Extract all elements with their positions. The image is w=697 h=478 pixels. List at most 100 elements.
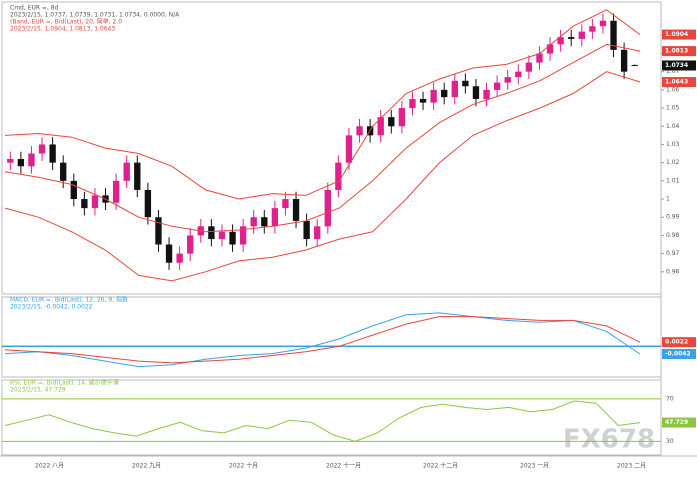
y-tick-label: 0.97: [666, 250, 680, 257]
value-box-label: 47.729: [665, 419, 688, 426]
x-tick-label: 2023 二月: [617, 463, 646, 470]
candle-body: [546, 44, 554, 54]
candle-body: [261, 217, 268, 227]
bollinger-band: [4, 9, 641, 200]
candle-body: [303, 220, 310, 240]
candle-body: [568, 37, 575, 39]
candle-body: [345, 135, 353, 163]
value-box-label: 1.0734: [665, 62, 688, 69]
candle-body: [91, 195, 99, 209]
candle-body: [134, 162, 141, 190]
candle-body: [504, 77, 511, 83]
y-tick-label: 1.03: [666, 141, 680, 148]
value-box-label: 1.0813: [665, 48, 688, 55]
value-box: [662, 77, 696, 88]
panel-header: Cmd, EUR =, 8d: [10, 5, 59, 12]
candle-body: [462, 80, 469, 87]
candle-body: [112, 180, 120, 203]
value-box-label: 0.0022: [665, 339, 688, 346]
candle-body: [239, 226, 247, 245]
level-label: 30: [666, 438, 674, 445]
candle-body: [49, 144, 56, 163]
value-box: [662, 337, 696, 348]
bollinger-band: [4, 43, 641, 233]
panel-header: (Band, EUR =, Bid(Last), 20, 简单, 2.0: [10, 18, 122, 26]
candle-body: [165, 244, 173, 263]
y-tick-label: 0.99: [666, 214, 680, 221]
y-tick-label: 0.98: [666, 232, 680, 239]
candle-body: [398, 108, 406, 127]
candle-body: [81, 199, 88, 209]
candle-body: [314, 226, 321, 240]
x-tick-label: 2022 八月: [35, 463, 64, 470]
candle-body: [451, 80, 458, 98]
candle-body: [409, 98, 416, 109]
panel-header: 2023/2/15, -0.0042, 0.0022: [10, 304, 93, 311]
candle-body: [493, 82, 501, 90]
value-box: [662, 60, 696, 71]
panel-header: MACD, EUR =, Bid(Last), 12, 26, 9, 指数: [10, 296, 128, 304]
candle-body: [388, 117, 395, 127]
y-tick-label: 1.07: [666, 68, 680, 75]
indicator-line: [4, 312, 641, 368]
candle-body: [483, 89, 490, 99]
candle-body: [525, 62, 533, 72]
y-tick-label: 1.02: [666, 159, 680, 166]
candle-body: [187, 235, 194, 254]
value-box: [662, 349, 696, 360]
value-box: [662, 29, 696, 40]
candle-body: [229, 231, 236, 245]
x-tick-label: 2022 十一月: [326, 462, 361, 470]
panel-header: 2023/2/15, 1.0904, 1.0813, 1.0643: [10, 26, 115, 33]
candle-body: [578, 31, 585, 39]
y-tick-label: 1: [666, 196, 670, 203]
candle-body: [610, 20, 617, 50]
x-tick-label: 2022 十月: [229, 462, 258, 470]
candle-body: [419, 98, 427, 103]
candle-body: [7, 159, 14, 163]
y-tick-label: 1.06: [666, 86, 680, 93]
candle-body: [430, 89, 437, 103]
candle-body: [441, 89, 448, 98]
candle-body: [599, 20, 607, 27]
level-label: 70: [666, 395, 674, 402]
value-box: [662, 46, 696, 57]
value-box: [662, 417, 696, 428]
candle-body: [60, 162, 67, 181]
candle-body: [144, 189, 152, 218]
candle-body: [123, 162, 130, 181]
candle-body: [515, 71, 522, 78]
candle-body: [631, 64, 638, 66]
candle-body: [250, 217, 257, 227]
candle-body: [536, 53, 543, 63]
x-tick-label: 2023 一月: [520, 463, 549, 470]
x-tick-label: 2022 十二月: [423, 462, 458, 470]
candle-body: [472, 86, 480, 99]
candle-body: [28, 153, 35, 167]
candle-body: [271, 208, 279, 227]
indicator-line: [4, 400, 641, 442]
y-tick-label: 1.04: [666, 123, 680, 130]
value-box-label: 1.0643: [665, 79, 688, 86]
candle-body: [292, 199, 300, 221]
candle-body: [557, 37, 564, 45]
candle-body: [176, 253, 183, 263]
candle-body: [218, 231, 226, 240]
candle-body: [324, 189, 331, 227]
candle-body: [208, 226, 215, 240]
candle-body: [70, 180, 77, 200]
candle-body: [377, 117, 384, 136]
candle-body: [589, 26, 596, 32]
value-box-label: 1.0904: [665, 31, 688, 38]
y-tick-label: 1.05: [666, 105, 680, 112]
candle-body: [17, 159, 25, 167]
watermark: FX678: [563, 425, 655, 455]
candle-body: [335, 162, 342, 190]
panel-header: RSI, EUR =, Bid(Last), 14, 威尔德平滑: [10, 379, 119, 387]
x-tick-label: 2022 九月: [132, 462, 161, 470]
candle-body: [282, 199, 289, 209]
candle-body: [356, 126, 363, 136]
bollinger-band: [4, 71, 641, 282]
y-tick-label: 1.01: [666, 177, 680, 184]
